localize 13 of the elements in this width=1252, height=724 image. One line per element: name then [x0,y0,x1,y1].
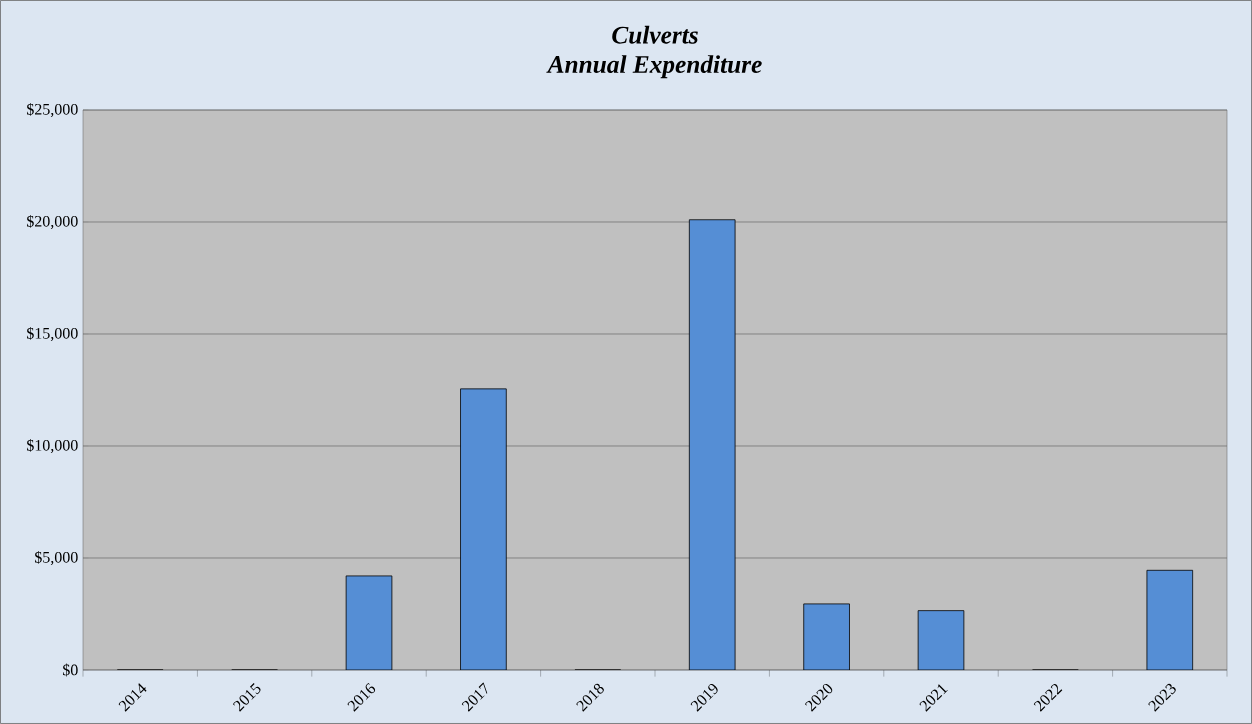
bar [917,610,965,670]
y-tick-label: $0 [62,663,78,677]
y-tick-label: $10,000 [26,438,78,454]
bar [460,388,507,670]
bar [1146,569,1194,670]
chart-title: Culverts Annual Expenditure [546,25,762,79]
bar [345,575,393,670]
y-tick-label: $25,000 [26,102,78,118]
y-tick-label: $5,000 [34,550,78,566]
y-tick-label: $15,000 [26,326,78,342]
bar [688,219,736,670]
y-tick-label: $20,000 [26,214,78,230]
bar [803,603,850,670]
